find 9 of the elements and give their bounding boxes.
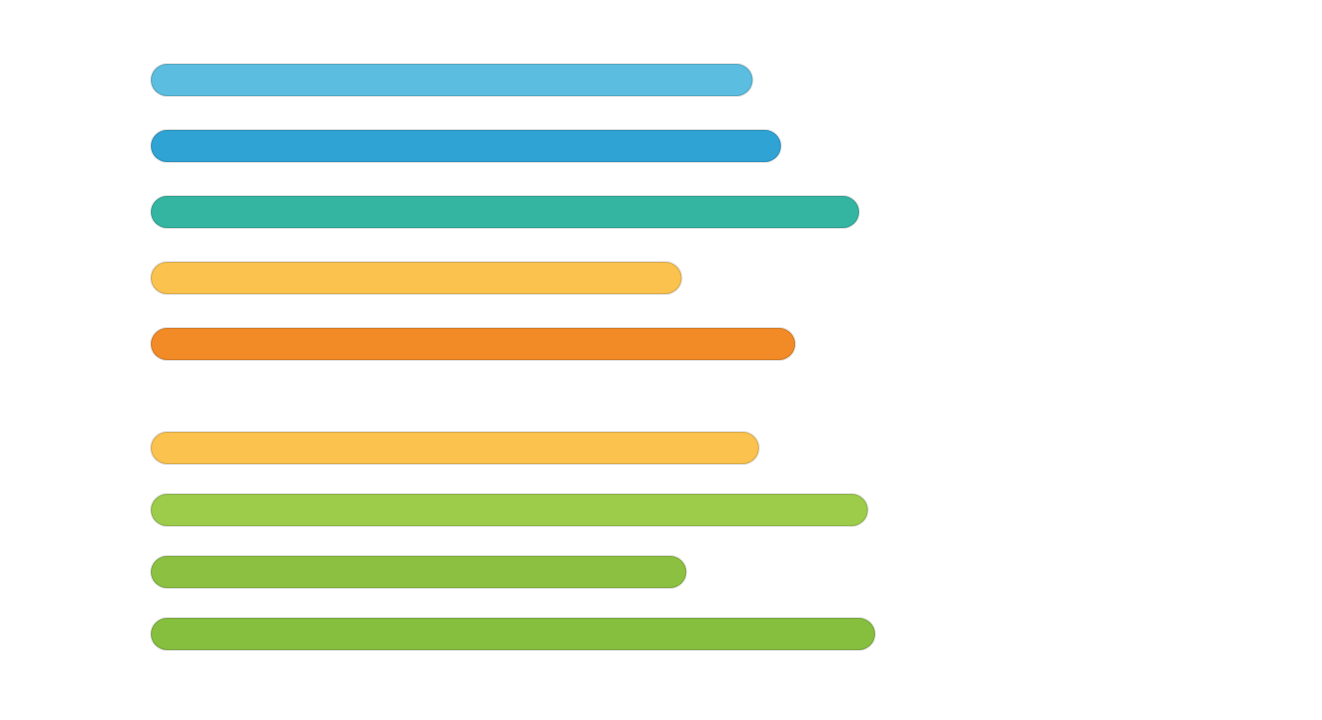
bar (150, 261, 683, 295)
bar (150, 129, 782, 163)
bar (150, 617, 876, 651)
bar (150, 431, 760, 465)
bar (150, 493, 869, 527)
bar (150, 555, 688, 589)
bar (150, 327, 797, 361)
bar (150, 63, 754, 97)
bar (150, 195, 860, 229)
